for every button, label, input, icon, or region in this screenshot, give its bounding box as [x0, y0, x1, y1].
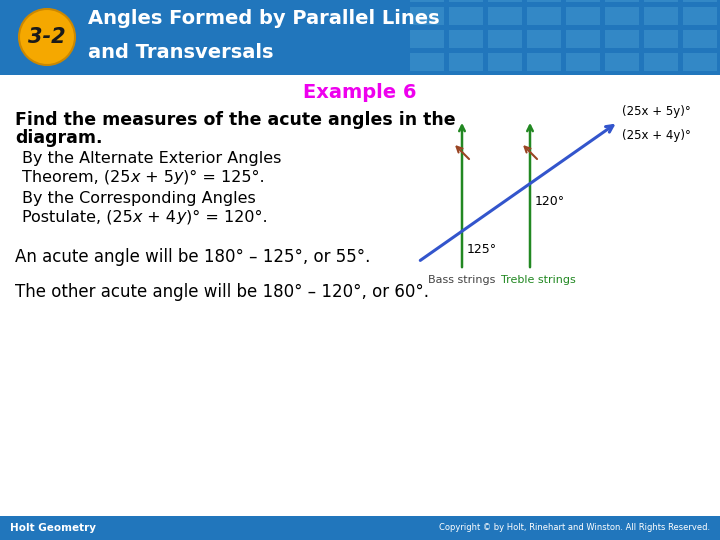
Text: By the Alternate Exterior Angles: By the Alternate Exterior Angles	[22, 152, 282, 166]
Bar	[683, 30, 717, 48]
Bar	[449, 0, 483, 2]
Text: By the Corresponding Angles: By the Corresponding Angles	[22, 192, 256, 206]
Bar	[566, 53, 600, 71]
Text: Copyright © by Holt, Rinehart and Winston. All Rights Reserved.: Copyright © by Holt, Rinehart and Winsto…	[439, 523, 710, 532]
Bar	[683, 7, 717, 25]
Bar	[566, 0, 600, 2]
Bar	[683, 0, 717, 2]
Text: x: x	[130, 170, 140, 185]
Text: Postulate, (25: Postulate, (25	[22, 210, 132, 225]
Bar	[0, 0, 720, 75]
Bar	[605, 30, 639, 48]
Bar	[410, 30, 444, 48]
Bar	[566, 30, 600, 48]
Bar	[644, 53, 678, 71]
Text: Holt Geometry: Holt Geometry	[10, 523, 96, 533]
Bar	[410, 7, 444, 25]
Bar	[527, 7, 561, 25]
Bar	[488, 53, 522, 71]
Bar	[605, 0, 639, 2]
Bar	[605, 53, 639, 71]
Circle shape	[19, 9, 75, 65]
Bar	[527, 30, 561, 48]
Bar	[566, 7, 600, 25]
Text: 120°: 120°	[535, 195, 565, 208]
Text: y: y	[176, 210, 186, 225]
Text: An acute angle will be 180° – 125°, or 55°.: An acute angle will be 180° – 125°, or 5…	[15, 248, 370, 266]
Text: + 5: + 5	[140, 170, 174, 185]
Bar	[449, 53, 483, 71]
Text: 3-2: 3-2	[28, 27, 66, 47]
Bar	[488, 7, 522, 25]
Text: y: y	[174, 170, 184, 185]
Text: 125°: 125°	[467, 242, 497, 256]
Bar	[410, 0, 444, 2]
Text: Find the measures of the acute angles in the: Find the measures of the acute angles in…	[15, 111, 456, 129]
Text: diagram.: diagram.	[15, 129, 102, 147]
Bar	[527, 53, 561, 71]
Text: Example 6: Example 6	[303, 83, 417, 102]
Bar	[449, 30, 483, 48]
Text: and Transversals: and Transversals	[88, 43, 274, 62]
Text: x: x	[132, 210, 143, 225]
Bar	[644, 0, 678, 2]
Bar	[527, 0, 561, 2]
Bar	[488, 30, 522, 48]
Text: + 4: + 4	[143, 210, 176, 225]
Text: (25x + 5y)°: (25x + 5y)°	[622, 105, 690, 118]
Text: Treble strings: Treble strings	[500, 275, 575, 285]
Text: Theorem, (25: Theorem, (25	[22, 170, 130, 185]
Bar	[644, 7, 678, 25]
Bar	[488, 0, 522, 2]
Text: )° = 120°.: )° = 120°.	[186, 210, 267, 225]
Text: )° = 125°.: )° = 125°.	[184, 170, 265, 185]
Text: (25x + 4y)°: (25x + 4y)°	[622, 130, 691, 143]
Bar	[683, 53, 717, 71]
Text: The other acute angle will be 180° – 120°, or 60°.: The other acute angle will be 180° – 120…	[15, 283, 429, 301]
Bar	[0, 516, 720, 540]
Bar	[410, 53, 444, 71]
Bar	[644, 30, 678, 48]
Text: Bass strings: Bass strings	[428, 275, 495, 285]
Text: Angles Formed by Parallel Lines: Angles Formed by Parallel Lines	[88, 9, 440, 28]
Bar	[605, 7, 639, 25]
Bar	[449, 7, 483, 25]
